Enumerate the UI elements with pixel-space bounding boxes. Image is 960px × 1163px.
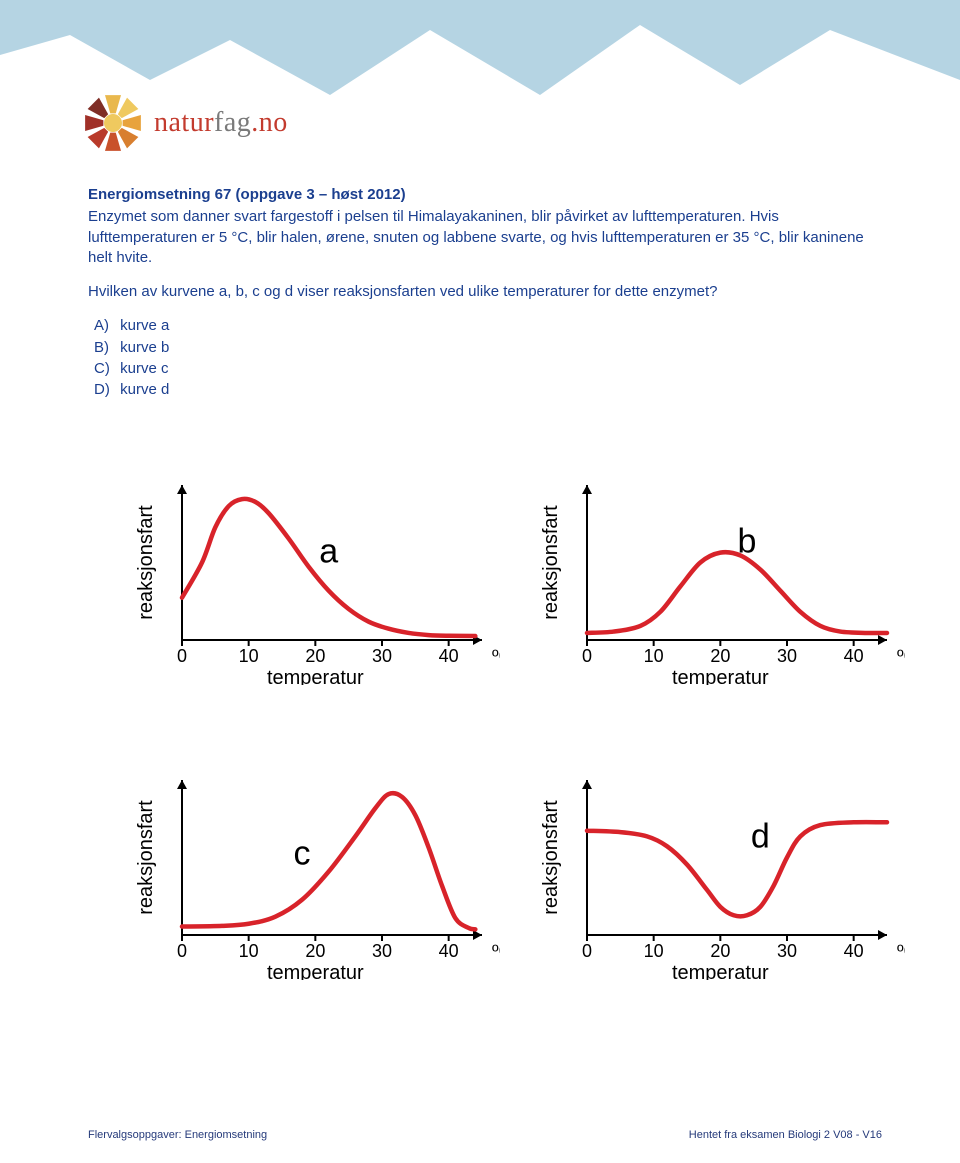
svg-text:10: 10 — [239, 941, 259, 961]
charts-grid: 0 10 20 30 40 temperatur ºC reaksjonsfart a 0 10 20… — [130, 460, 910, 995]
svg-text:20: 20 — [305, 941, 325, 961]
svg-text:reaksjonsfart: reaksjonsfart — [540, 800, 562, 915]
svg-text:ºC: ºC — [492, 646, 500, 666]
svg-text:10: 10 — [239, 646, 259, 666]
svg-text:c: c — [294, 835, 311, 873]
svg-text:40: 40 — [844, 941, 864, 961]
chart-d: 0 10 20 30 40 temperatur ºC reaksjonsfart d — [535, 755, 905, 995]
svg-text:reaksjonsfart: reaksjonsfart — [540, 505, 562, 620]
question-block: Energiomsetning 67 (oppgave 3 – høst 201… — [88, 185, 878, 401]
svg-text:ºC: ºC — [492, 941, 500, 961]
svg-text:ºC: ºC — [897, 646, 905, 666]
footer-right: Hentet fra eksamen Biologi 2 V08 - V16 — [689, 1129, 882, 1141]
svg-text:0: 0 — [582, 941, 592, 961]
svg-text:10: 10 — [644, 646, 664, 666]
answer-option: A) kurve a — [94, 316, 878, 336]
svg-text:20: 20 — [305, 646, 325, 666]
chart-a: 0 10 20 30 40 temperatur ºC reaksjonsfart a — [130, 460, 500, 700]
svg-text:temperatur: temperatur — [672, 667, 769, 685]
svg-text:20: 20 — [710, 646, 730, 666]
sun-icon — [82, 92, 144, 154]
svg-text:40: 40 — [844, 646, 864, 666]
page-footer: Flervalgsoppgaver: Energiomsetning Hente… — [88, 1129, 882, 1141]
chart-c: 0 10 20 30 40 temperatur ºC reaksjonsfart c — [130, 755, 500, 995]
svg-text:a: a — [319, 533, 338, 571]
svg-text:reaksjonsfart: reaksjonsfart — [135, 800, 157, 915]
svg-text:30: 30 — [777, 646, 797, 666]
svg-text:30: 30 — [372, 941, 392, 961]
svg-text:ºC: ºC — [897, 941, 905, 961]
question-paragraph-2: Hvilken av kurvene a, b, c og d viser re… — [88, 282, 878, 302]
svg-text:d: d — [751, 818, 770, 856]
site-logo: naturfag.no — [82, 92, 288, 154]
svg-text:b: b — [738, 523, 757, 561]
svg-text:0: 0 — [582, 646, 592, 666]
logo-text: naturfag.no — [154, 107, 288, 139]
svg-text:0: 0 — [177, 941, 187, 961]
svg-text:temperatur: temperatur — [267, 962, 364, 980]
svg-text:30: 30 — [777, 941, 797, 961]
answer-option: B) kurve b — [94, 338, 878, 358]
chart-b: 0 10 20 30 40 temperatur ºC reaksjonsfart b — [535, 460, 905, 700]
answer-option: C) kurve c — [94, 359, 878, 379]
question-paragraph-1: Enzymet som danner svart fargestoff i pe… — [88, 207, 878, 268]
answer-options: A) kurve aB) kurve bC) kurve cD) kurve d — [94, 316, 878, 400]
svg-text:40: 40 — [439, 941, 459, 961]
svg-text:0: 0 — [177, 646, 187, 666]
svg-text:temperatur: temperatur — [267, 667, 364, 685]
svg-text:reaksjonsfart: reaksjonsfart — [135, 505, 157, 620]
svg-text:30: 30 — [372, 646, 392, 666]
svg-text:40: 40 — [439, 646, 459, 666]
svg-text:temperatur: temperatur — [672, 962, 769, 980]
question-title: Energiomsetning 67 (oppgave 3 – høst 201… — [88, 185, 878, 205]
footer-left: Flervalgsoppgaver: Energiomsetning — [88, 1129, 267, 1141]
svg-text:20: 20 — [710, 941, 730, 961]
svg-text:10: 10 — [644, 941, 664, 961]
answer-option: D) kurve d — [94, 380, 878, 400]
